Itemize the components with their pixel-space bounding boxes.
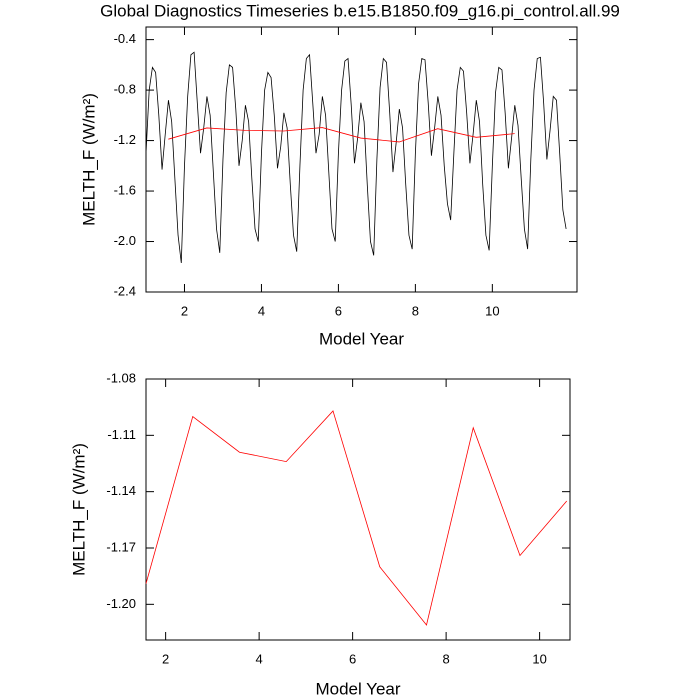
x-tick-label: 8 — [443, 651, 450, 666]
y-tick-label: -2.0 — [114, 233, 136, 248]
x-tick-label: 6 — [335, 303, 342, 318]
data-line — [168, 127, 515, 143]
plot-frame — [145, 378, 571, 641]
x-axis-label: Model Year — [315, 679, 400, 698]
x-tick-label: 4 — [258, 303, 265, 318]
y-tick-label: -0.4 — [114, 31, 136, 46]
y-tick-label: -1.2 — [114, 132, 136, 147]
x-tick-label: 4 — [256, 651, 263, 666]
y-tick-label: -0.8 — [114, 82, 136, 97]
x-tick-label: 2 — [162, 651, 169, 666]
x-tick-label: 8 — [412, 303, 419, 318]
plot-frame — [145, 26, 578, 293]
y-tick-label: -2.4 — [114, 283, 136, 298]
data-line — [145, 410, 568, 626]
y-tick-label: -1.11 — [107, 427, 136, 442]
chart-title: Global Diagnostics Timeseries b.e15.B185… — [100, 1, 620, 20]
y-tick-label: -1.17 — [106, 539, 136, 554]
y-axis-label: MELTH_F (W/m²) — [79, 93, 98, 226]
x-tick-label: 2 — [181, 303, 188, 318]
y-tick-label: -1.6 — [114, 182, 136, 197]
data-line — [145, 51, 567, 264]
x-tick-label: 6 — [349, 651, 356, 666]
x-tick-label: 10 — [485, 303, 499, 318]
x-axis-label: Model Year — [319, 329, 404, 348]
y-tick-label: -1.08 — [106, 370, 136, 385]
x-tick-label: 10 — [532, 651, 546, 666]
y-tick-label: -1.14 — [106, 483, 136, 498]
y-axis-label: MELTH_F (W/m²) — [69, 443, 88, 576]
y-tick-label: -1.20 — [106, 596, 136, 611]
